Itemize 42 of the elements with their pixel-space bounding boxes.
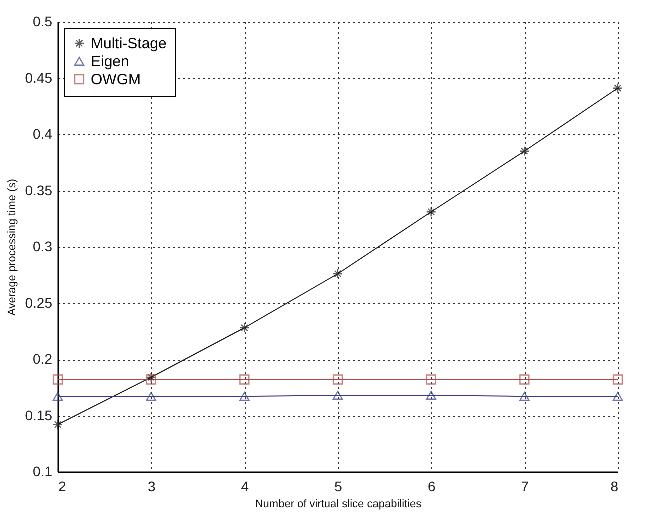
- point: [520, 392, 530, 402]
- point: [146, 372, 156, 383]
- x-axis-title: Number of virtual slice capabilities: [255, 498, 422, 510]
- x-tick-label: 8: [610, 478, 619, 494]
- point: [612, 83, 624, 94]
- x-tick-label: 3: [148, 478, 156, 494]
- point: [426, 374, 436, 385]
- x-tick-label: 4: [241, 478, 250, 494]
- point: [240, 322, 250, 334]
- y-axis-title: Average processing time (s): [6, 179, 18, 316]
- y-tick-label: 0.3: [33, 238, 53, 254]
- y-tick-label: 0.35: [25, 182, 53, 198]
- point: [332, 268, 344, 280]
- y-tick-label: 0.2: [33, 351, 53, 367]
- point: [52, 374, 64, 385]
- point: [332, 391, 344, 400]
- x-tick-label: 5: [334, 478, 343, 494]
- y-tick-label: 0.25: [25, 294, 53, 311]
- legend-label: OWGM: [91, 72, 141, 88]
- legend-label: Multi-Stage: [91, 36, 167, 52]
- y-tick-label: 0.15: [25, 407, 53, 424]
- y-tick-label: 0.1: [33, 464, 53, 480]
- point: [146, 374, 156, 385]
- point: [146, 392, 156, 402]
- point: [426, 207, 436, 218]
- point: [612, 374, 624, 385]
- y-tick-label: 0.4: [33, 126, 53, 142]
- legend-label: Eigen: [91, 54, 130, 70]
- point: [520, 146, 530, 156]
- point: [240, 392, 250, 402]
- x-tick-label: 7: [521, 478, 530, 494]
- point: [426, 391, 436, 400]
- point: [240, 374, 250, 385]
- y-tick-label: 0.5: [33, 14, 53, 30]
- point: [332, 374, 344, 385]
- point: [52, 392, 64, 402]
- point: [52, 420, 64, 430]
- point: [520, 374, 530, 385]
- x-tick-label: 6: [428, 478, 436, 494]
- y-tick-label: 0.45: [25, 70, 53, 86]
- x-tick-label: 2: [58, 478, 66, 494]
- point: [612, 392, 624, 402]
